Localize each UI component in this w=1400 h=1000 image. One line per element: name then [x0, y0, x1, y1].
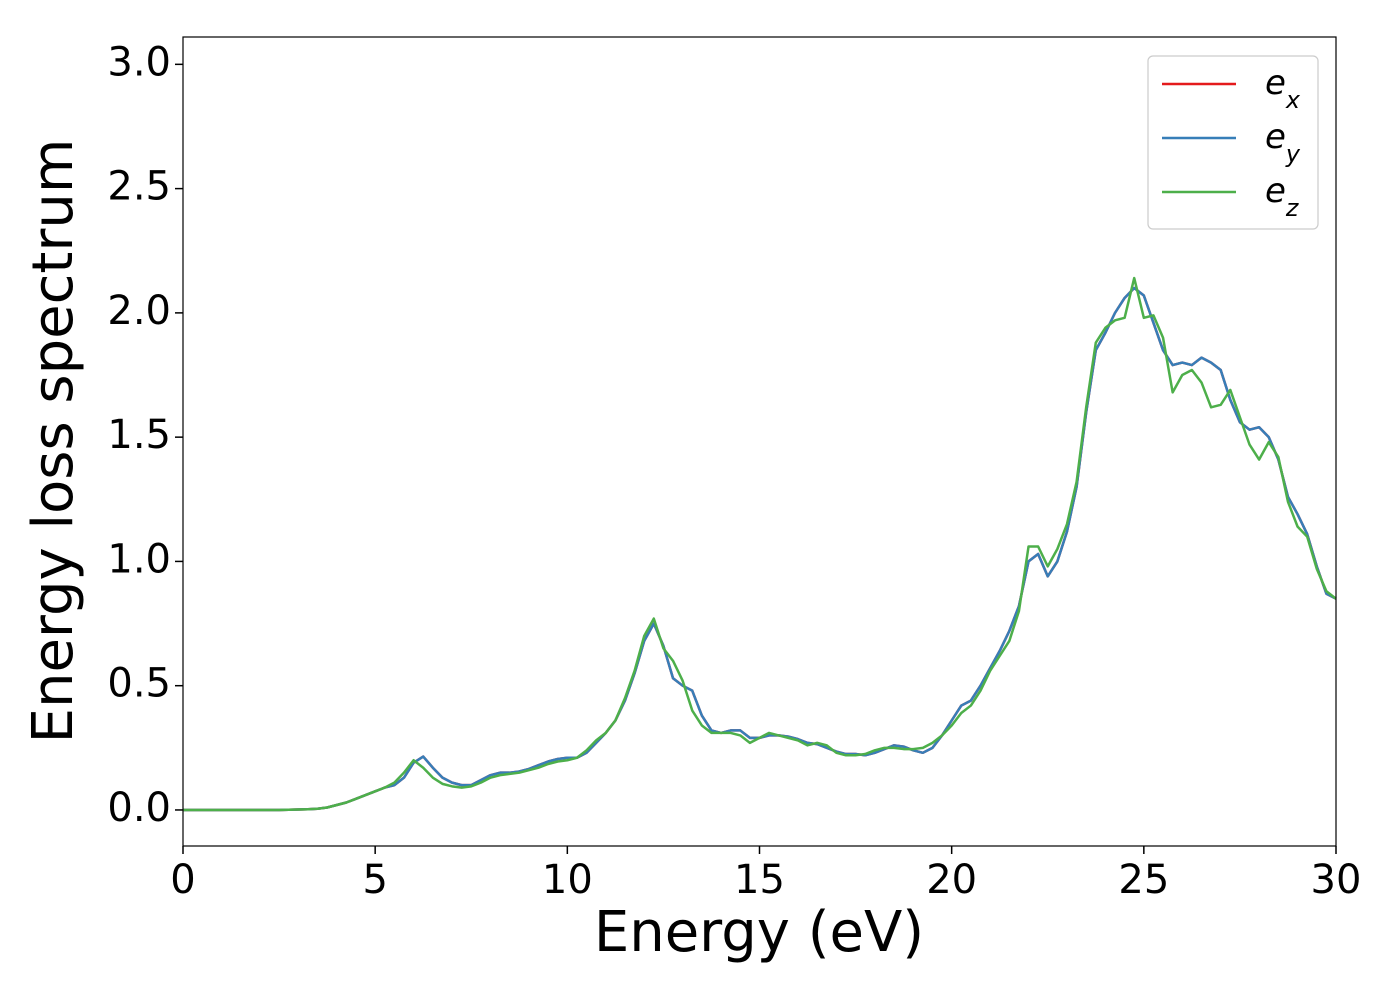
y-tick-label: 0.5 [107, 661, 171, 707]
legend-box [1147, 55, 1319, 230]
y-tick-label: 3.0 [107, 39, 171, 85]
x-tick-label: 20 [926, 857, 977, 903]
series-line [183, 276, 1337, 812]
x-tick-label: 25 [1118, 857, 1169, 903]
x-tick-label: 15 [734, 857, 785, 903]
y-tick-label: 2.5 [107, 164, 171, 210]
x-tick-label: 30 [1311, 857, 1362, 903]
x-tick-label: 10 [542, 857, 593, 903]
x-axis-label: Energy (eV) [594, 900, 924, 965]
y-tick-label: 1.5 [107, 412, 171, 458]
y-tick-label: 2.0 [107, 288, 171, 334]
y-axis-label: Energy loss spectrum [21, 139, 86, 744]
y-tick-label: 0.0 [107, 785, 171, 831]
x-tick-label: 0 [170, 857, 195, 903]
series-line [183, 286, 1337, 812]
series-line [183, 286, 1337, 812]
y-tick-label: 1.0 [107, 536, 171, 582]
plot-frame [182, 36, 1337, 847]
x-tick-label: 5 [362, 857, 387, 903]
